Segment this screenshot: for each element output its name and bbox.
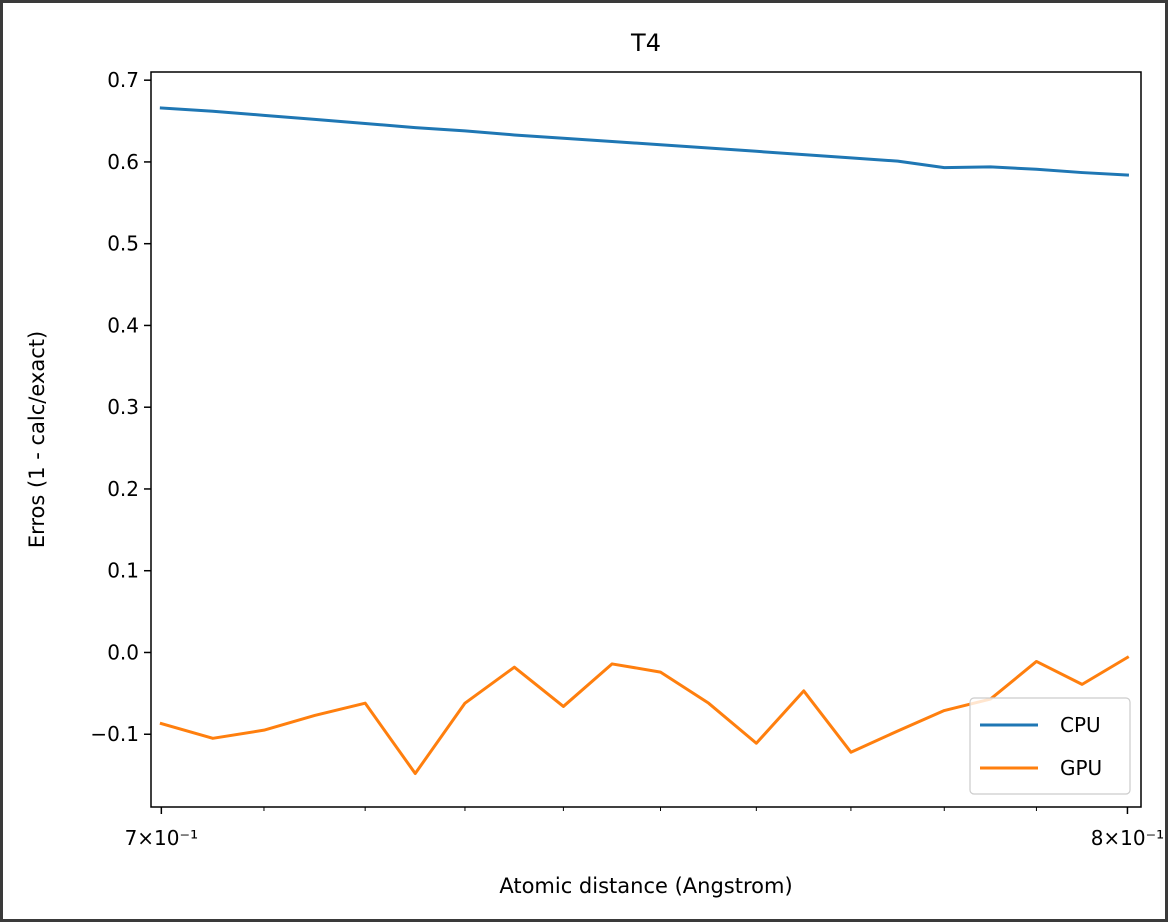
y-tick-label: 0.5	[107, 232, 139, 256]
y-tick-label: 0.2	[107, 477, 139, 501]
y-tick-label: 0.1	[107, 559, 139, 583]
y-tick-label: 0.3	[107, 395, 139, 419]
chart-title: T4	[630, 29, 661, 57]
y-tick-label: 0.7	[107, 68, 139, 92]
y-tick-label: 0.0	[107, 640, 139, 664]
series-line-cpu	[159, 106, 1130, 177]
legend-label-gpu: GPU	[1060, 756, 1102, 780]
legend-label-cpu: CPU	[1060, 713, 1101, 737]
x-tick-label: 7×10⁻¹	[125, 826, 199, 850]
x-tick-label: 8×10⁻¹	[1091, 826, 1165, 850]
legend-box	[969, 697, 1131, 795]
plot-frame	[150, 71, 1142, 808]
x-axis-label: Atomic distance (Angstrom)	[499, 874, 792, 898]
y-tick-label: 0.4	[107, 313, 139, 337]
y-axis-label: Erros (1 - calc/exact)	[25, 331, 49, 548]
y-tick-label: 0.6	[107, 150, 139, 174]
y-tick-label: −0.1	[90, 722, 139, 746]
